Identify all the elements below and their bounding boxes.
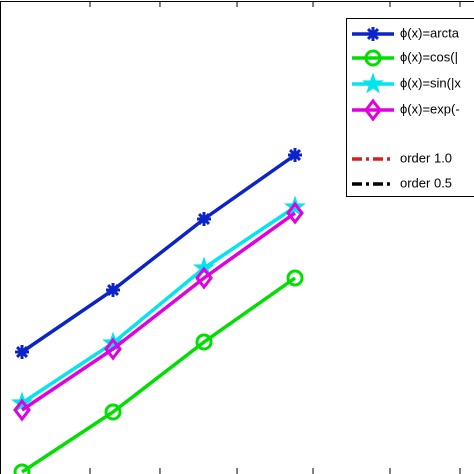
marker — [286, 269, 304, 287]
legend-label: order 1.0 — [400, 150, 452, 165]
legend-label: ϕ(x)=exp(- — [400, 101, 460, 116]
marker — [195, 333, 213, 351]
legend-marker — [364, 49, 382, 67]
legend-label: order 0.5 — [400, 175, 452, 190]
legend: ϕ(x)=arcta ϕ(x)=cos(| ϕ(x)=sin(|x ϕ(x)=exp(… — [346, 18, 474, 197]
marker — [104, 337, 122, 361]
marker — [288, 148, 303, 162]
marker — [13, 463, 31, 474]
series-line — [21, 153, 297, 354]
marker — [286, 201, 304, 225]
legend-label: ϕ(x)=arcta — [400, 25, 460, 40]
series-line — [21, 276, 297, 474]
legend-marker — [364, 98, 382, 122]
legend-label: ϕ(x)=cos(| — [400, 49, 458, 64]
legend-marker — [366, 27, 380, 41]
legend-marker — [362, 72, 384, 94]
legend-label: ϕ(x)=sin(|x — [400, 75, 461, 90]
marker — [104, 403, 122, 421]
marker — [15, 345, 30, 359]
marker — [106, 283, 121, 297]
series-line — [21, 211, 297, 412]
marker — [195, 266, 213, 290]
marker — [13, 398, 31, 422]
series-line — [21, 205, 296, 405]
marker — [197, 212, 212, 226]
